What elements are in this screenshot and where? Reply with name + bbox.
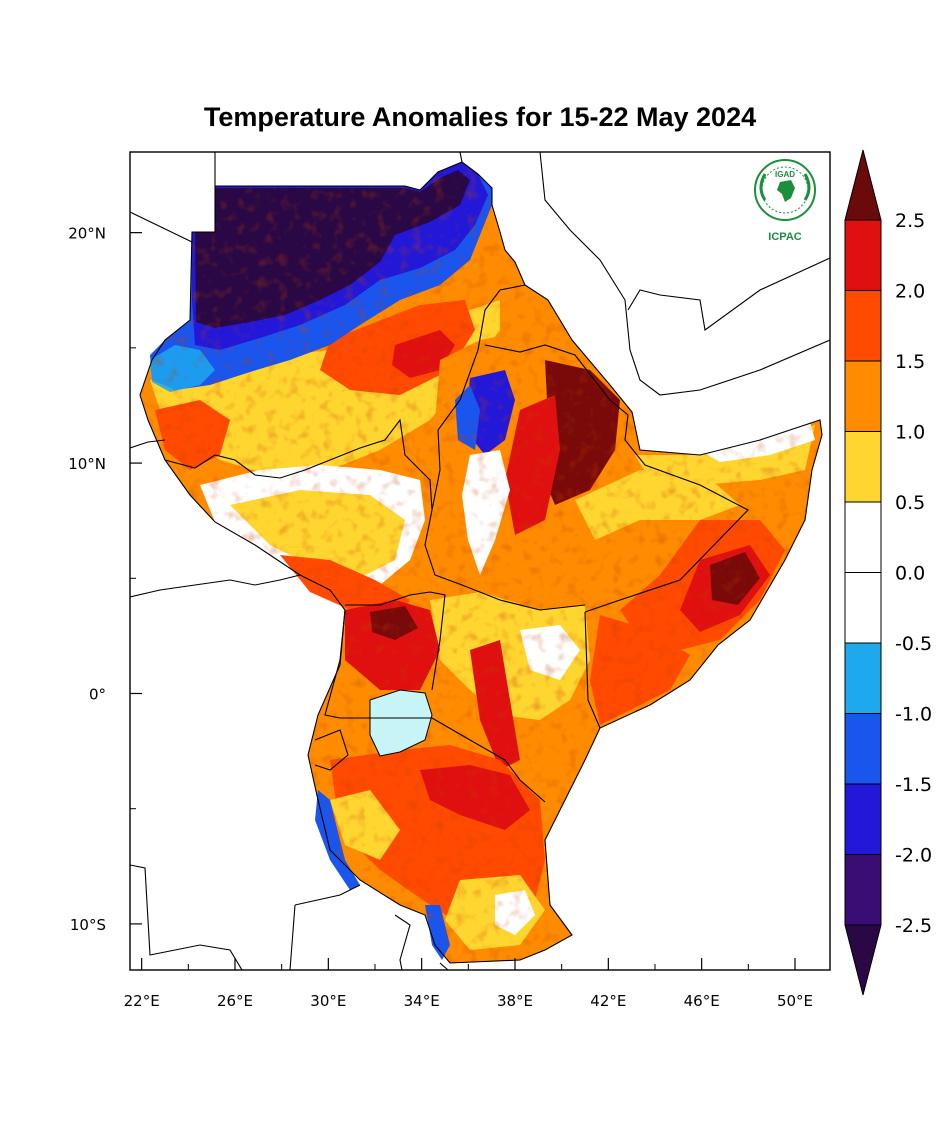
colorbar-label: 1.5 xyxy=(895,351,925,373)
colorbar-top-arrow xyxy=(844,149,882,221)
igad-icpac-logo-icon: IGAD ICPAC xyxy=(754,159,816,243)
logo-top-text: IGAD xyxy=(775,170,795,179)
x-tick-label: 26°E xyxy=(217,992,253,1010)
colorbar-bottom-arrow xyxy=(844,924,882,996)
colorbar-segment xyxy=(844,501,882,573)
colorbar-label: -2.0 xyxy=(895,845,932,867)
x-tick-label: 22°E xyxy=(124,992,160,1010)
x-tick-label: 30°E xyxy=(310,992,346,1010)
colorbar-segment xyxy=(844,290,882,362)
y-tick-label: 10°S xyxy=(70,916,106,934)
x-tick-label: 50°E xyxy=(777,992,813,1010)
colorbar: 2.5 2.0 1.5 1.0 0.5 0.0 -0.5 -1.0 -1.5 -2.0 -2.5 xyxy=(844,149,932,996)
lake-victoria xyxy=(369,689,433,757)
colorbar-label: 0.5 xyxy=(895,492,925,514)
x-tick-label: 34°E xyxy=(404,992,440,1010)
x-tick-label: 38°E xyxy=(497,992,533,1010)
colorbar-segment xyxy=(844,713,882,785)
colorbar-label: 0.0 xyxy=(895,563,925,585)
colorbar-segment xyxy=(844,360,882,432)
logo-bottom-text: ICPAC xyxy=(768,231,801,243)
colorbar-segment xyxy=(844,431,882,503)
colorbar-label: 2.5 xyxy=(895,210,925,232)
colorbar-segment xyxy=(844,572,882,644)
country-borders xyxy=(139,161,823,964)
colorbar-label: -2.5 xyxy=(895,915,932,937)
y-tick-label: 10°N xyxy=(68,455,106,473)
y-tick-label: 0° xyxy=(89,685,106,703)
map-frame xyxy=(129,151,831,971)
colorbar-segment xyxy=(844,219,882,291)
y-tick-label: 20°N xyxy=(68,225,106,243)
map-title: Temperature Anomalies for 15-22 May 2024 xyxy=(203,102,757,132)
colorbar-segment xyxy=(844,642,882,714)
colorbar-label: -0.5 xyxy=(895,633,932,655)
colorbar-segment xyxy=(844,783,882,855)
colorbar-label: 2.0 xyxy=(895,281,925,303)
colorbar-label: -1.0 xyxy=(895,704,932,726)
x-tick-label: 46°E xyxy=(684,992,720,1010)
colorbar-segment xyxy=(844,854,882,926)
map-canvas xyxy=(130,152,830,970)
colorbar-label: -1.5 xyxy=(895,774,932,796)
map-axes: 22°E 26°E 30°E 34°E 38°E 42°E 46°E 50°E 20°N 10°N… xyxy=(68,225,813,1010)
x-tick-label: 42°E xyxy=(590,992,626,1010)
colorbar-label: 1.0 xyxy=(895,422,925,444)
neighbour-borders xyxy=(130,152,830,970)
